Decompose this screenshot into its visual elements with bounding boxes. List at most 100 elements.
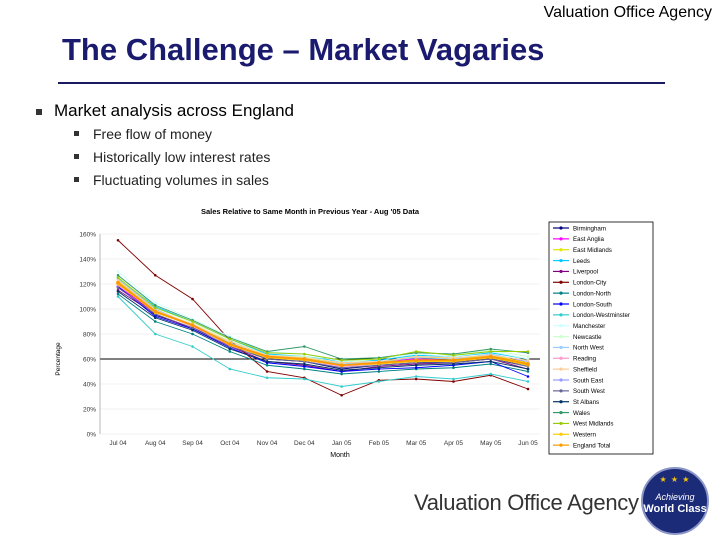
bullet-square-icon [74, 154, 79, 159]
legend-marker [559, 280, 563, 284]
data-point [340, 393, 343, 397]
legend-marker [559, 356, 563, 360]
bullet-square-icon [74, 177, 79, 182]
data-point [303, 365, 306, 368]
data-point [303, 352, 306, 356]
x-tick-label: Jun 05 [518, 440, 538, 447]
series-line [117, 296, 529, 387]
data-point [153, 320, 157, 323]
y-tick-label: 120% [79, 282, 96, 289]
badge-line1: Achieving [655, 492, 695, 502]
data-point [116, 292, 120, 296]
data-point [116, 278, 120, 282]
series-line [117, 239, 529, 396]
data-point [228, 367, 232, 371]
series-line [117, 283, 529, 370]
x-tick-label: Dec 04 [294, 440, 315, 447]
series-line [117, 279, 529, 364]
data-point [488, 354, 493, 359]
legend-marker [559, 421, 563, 426]
legend-entry: Reading [573, 356, 597, 363]
data-point [377, 380, 381, 383]
world-class-badge: ★ ★ ★ Achieving World Class [641, 467, 709, 535]
data-point [116, 238, 120, 242]
data-point [116, 273, 120, 277]
data-point [489, 362, 493, 366]
data-point [303, 377, 306, 381]
data-point [302, 357, 307, 361]
legend-entry: South East [573, 377, 604, 384]
data-point [340, 366, 343, 370]
data-point [377, 366, 381, 370]
data-point [526, 358, 530, 362]
badge-line2: World Class [643, 503, 707, 515]
data-point [191, 328, 194, 332]
series-line [117, 293, 529, 375]
legend-entry: Leeds [573, 258, 590, 265]
sub-bullet-text: Fluctuating volumes in sales [93, 171, 269, 188]
data-point [116, 280, 120, 285]
legend-entry: England Total [573, 442, 610, 449]
y-tick-label: 100% [79, 307, 96, 314]
data-point [526, 380, 530, 383]
data-point [339, 363, 344, 368]
legend-entry: Sheffield [573, 366, 598, 373]
legend-entry: London-Westminster [573, 312, 630, 319]
data-point [340, 361, 343, 365]
series-line [117, 287, 529, 369]
data-point [452, 362, 455, 366]
x-tick-label: Jan 05 [332, 440, 352, 447]
data-point [451, 358, 456, 363]
data-point [377, 370, 381, 373]
legend-marker [559, 389, 563, 393]
series-line [117, 277, 528, 361]
legend-marker [559, 432, 563, 436]
data-point [228, 350, 232, 353]
data-point [153, 332, 157, 336]
data-point [116, 295, 120, 298]
data-point [414, 363, 418, 367]
header-org-name: Valuation Office Agency [543, 4, 712, 21]
legend-entry: London-South [573, 301, 612, 308]
sub-bullet: Free flow of money [74, 122, 294, 145]
data-point [265, 370, 269, 373]
legend-marker [559, 302, 563, 306]
y-tick-label: 0% [87, 432, 97, 439]
data-point [489, 372, 493, 376]
data-point [265, 360, 269, 363]
data-point [228, 347, 232, 351]
title-divider [58, 82, 665, 84]
page-title: The Challenge – Market Vagaries [62, 32, 545, 67]
legend-entry: West Midlands [573, 421, 613, 428]
x-tick-label: Oct 04 [220, 440, 240, 447]
legend-entry: Manchester [573, 323, 605, 330]
y-tick-label: 140% [79, 257, 96, 264]
data-point [153, 316, 157, 320]
legend-marker [559, 410, 563, 415]
legend-entry: East Anglia [573, 236, 605, 243]
data-point [489, 350, 493, 353]
data-point [265, 354, 269, 359]
data-point [191, 345, 194, 348]
bullet-main-text: Market analysis across England [54, 101, 295, 120]
data-point [265, 376, 269, 380]
legend-marker [559, 334, 563, 339]
x-tick-label: Sep 04 [182, 440, 203, 447]
x-tick-label: May 05 [480, 440, 502, 447]
bullet-square-icon [74, 131, 79, 136]
data-point [489, 347, 493, 351]
stars-icon: ★ ★ ★ [659, 475, 691, 484]
data-point [452, 380, 455, 383]
data-point [116, 290, 120, 293]
data-point [191, 332, 194, 336]
series-line [117, 282, 529, 367]
legend-entry: London-City [573, 280, 607, 287]
x-tick-label: Nov 04 [257, 440, 278, 447]
data-point [452, 366, 455, 370]
data-point [377, 360, 381, 365]
legend-marker [559, 258, 563, 263]
data-point [116, 276, 120, 280]
legend-entry: London-North [573, 290, 611, 297]
data-point [526, 387, 530, 391]
y-tick-label: 160% [79, 232, 96, 239]
